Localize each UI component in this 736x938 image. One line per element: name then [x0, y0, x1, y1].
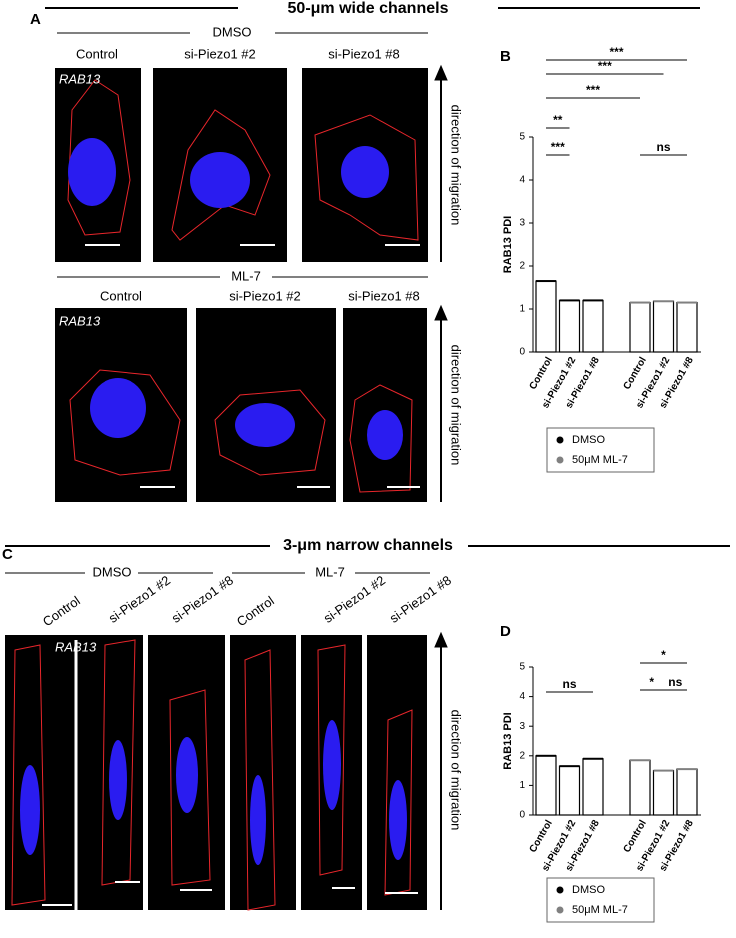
panel-label: D	[500, 623, 511, 640]
layout-lines	[5, 7, 730, 910]
panel-label: C	[2, 546, 13, 563]
bar	[558, 299, 581, 353]
legend-label: DMSO	[572, 884, 605, 896]
micrographs-a	[55, 68, 428, 502]
stain-label: RAB13	[59, 313, 101, 328]
y-tick-label: 5	[519, 662, 525, 673]
panel-label: A	[30, 11, 41, 28]
significance-label: **	[553, 113, 563, 127]
bar	[629, 759, 651, 816]
bar	[629, 301, 651, 353]
group-label: ML-7	[315, 564, 345, 579]
legend-box	[546, 877, 655, 923]
condition-label: Control	[100, 288, 142, 303]
y-tick-label: 4	[519, 691, 525, 702]
bar	[676, 768, 698, 816]
bar	[535, 755, 557, 816]
significance-label: ***	[551, 140, 565, 154]
bar-color	[583, 757, 603, 760]
condition-label: si-Piezo1 #2	[184, 46, 256, 61]
bar-color	[630, 301, 650, 304]
bar	[652, 300, 675, 353]
condition-label: Control	[234, 593, 277, 629]
legend-box	[546, 427, 655, 473]
bar	[535, 280, 557, 353]
condition-label: Control	[76, 46, 118, 61]
condition-label: si-Piezo1 #8	[387, 572, 454, 625]
significance-label: ns	[562, 677, 576, 691]
bar-color	[653, 300, 674, 303]
bar-color	[583, 299, 603, 302]
bar-color	[677, 301, 697, 304]
y-tick-label: 1	[519, 780, 525, 791]
condition-label: si-Piezo1 #8	[328, 46, 400, 61]
significance-label: ***	[586, 83, 600, 97]
bar	[582, 299, 604, 353]
group-label: DMSO	[213, 24, 252, 39]
y-tick-label: 4	[519, 175, 525, 186]
header: 50-μm wide channels	[288, 0, 449, 17]
y-axis-label: RAB13 PDI	[502, 216, 514, 273]
legend-marker	[556, 906, 564, 914]
bar-color	[559, 299, 580, 302]
significance-label: *	[661, 648, 666, 662]
bar-color	[630, 759, 650, 762]
bar-color	[536, 754, 556, 757]
arrow-label: direction of migration	[449, 345, 464, 466]
y-tick-label: 2	[519, 261, 525, 272]
stain-label: RAB13	[59, 71, 101, 86]
bar	[558, 765, 581, 816]
significance-label: *	[649, 675, 654, 689]
condition-label: si-Piezo1 #2	[229, 288, 301, 303]
bar-color	[559, 765, 580, 768]
condition-label: si-Piezo1 #8	[348, 288, 420, 303]
condition-label: si-Piezo1 #2	[106, 572, 173, 625]
bar-color	[653, 769, 674, 772]
panel-label: B	[500, 48, 511, 65]
condition-label: si-Piezo1 #2	[321, 572, 388, 625]
y-tick-label: 5	[519, 132, 525, 143]
legend-label: 50μM ML-7	[572, 904, 628, 916]
y-tick-label: 0	[519, 347, 525, 358]
significance-label: ***	[609, 45, 623, 59]
bar-color	[536, 280, 556, 283]
y-axis-label: RAB13 PDI	[502, 712, 514, 769]
significance-label: ns	[668, 675, 682, 689]
legend-marker	[556, 436, 564, 444]
bar	[652, 769, 675, 816]
legend-label: 50μM ML-7	[572, 454, 628, 466]
condition-label: Control	[40, 593, 83, 629]
legend-label: DMSO	[572, 434, 605, 446]
condition-label: si-Piezo1 #8	[169, 572, 236, 625]
arrow-label: direction of migration	[449, 710, 464, 831]
y-tick-label: 3	[519, 218, 525, 229]
y-tick-label: 3	[519, 721, 525, 732]
y-tick-label: 2	[519, 750, 525, 761]
header: 3-μm narrow channels	[283, 537, 453, 554]
arrow-label: direction of migration	[449, 105, 464, 226]
significance-label: ns	[656, 140, 670, 154]
bar	[582, 758, 604, 816]
bar-color	[677, 768, 697, 771]
legend-marker	[556, 886, 564, 894]
bar	[676, 301, 698, 353]
y-tick-label: 0	[519, 810, 525, 821]
stain-label: RAB13	[55, 639, 97, 654]
group-label: DMSO	[93, 564, 132, 579]
significance-label: ***	[598, 59, 612, 73]
micrographs-c	[5, 635, 427, 911]
y-tick-label: 1	[519, 304, 525, 315]
group-label: ML-7	[231, 268, 261, 283]
legend-marker	[556, 456, 564, 464]
